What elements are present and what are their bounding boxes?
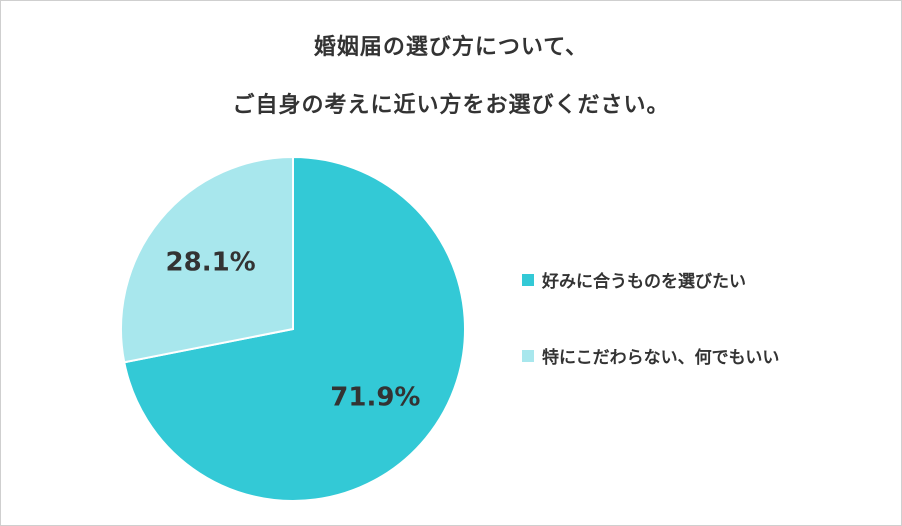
legend-item-1: 特にこだわらない、何でもいい [522,343,779,368]
legend-label-1: 特にこだわらない、何でもいい [542,348,780,368]
legend-item-0: 好みに合うものを選びたい [522,267,746,292]
chart-title-line-1: 婚姻届の選び方について、 [313,35,589,60]
chart-title-line-2: ご自身の考えに近い方をお選びください。 [232,93,670,118]
pie-data-label-0: 71.9% [330,383,420,413]
legend-label-0: 好みに合うものを選びたい [542,272,746,292]
pie-data-label-1: 28.1% [166,247,256,277]
pie-slice-1 [120,155,294,364]
pie-slice-0 [123,155,466,502]
legend-swatch-0 [522,273,534,286]
legend-swatch-1 [522,349,534,362]
